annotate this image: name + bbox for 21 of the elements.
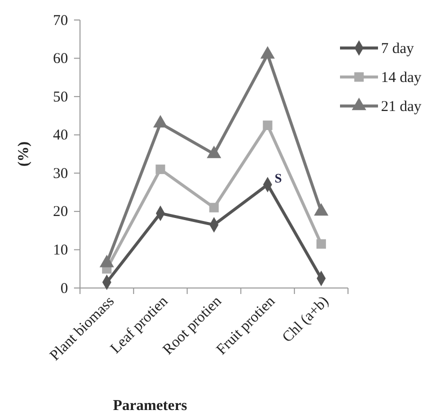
x-axis-title: Parameters xyxy=(112,398,188,414)
legend-label: 14 day xyxy=(381,70,422,86)
y-tick-label: 40 xyxy=(53,128,68,144)
point xyxy=(153,115,168,128)
point xyxy=(209,202,219,212)
y-tick-label: 70 xyxy=(53,12,68,29)
y-tick-label: 50 xyxy=(53,89,68,106)
point xyxy=(262,120,272,130)
legend-label: 7 day xyxy=(381,41,414,57)
annotation: S xyxy=(274,170,282,186)
y-tick-label: 30 xyxy=(53,166,68,182)
y-tick-label: 0 xyxy=(60,280,68,297)
y-axis-title: (%) xyxy=(16,142,32,166)
y-tick-label: 20 xyxy=(53,204,68,220)
point xyxy=(260,46,275,59)
point xyxy=(316,239,326,249)
y-tick-label: 60 xyxy=(53,51,68,68)
point xyxy=(156,164,166,174)
y-tick-label: 10 xyxy=(53,242,68,259)
legend-label: 21 day xyxy=(381,99,422,115)
point xyxy=(206,146,222,158)
